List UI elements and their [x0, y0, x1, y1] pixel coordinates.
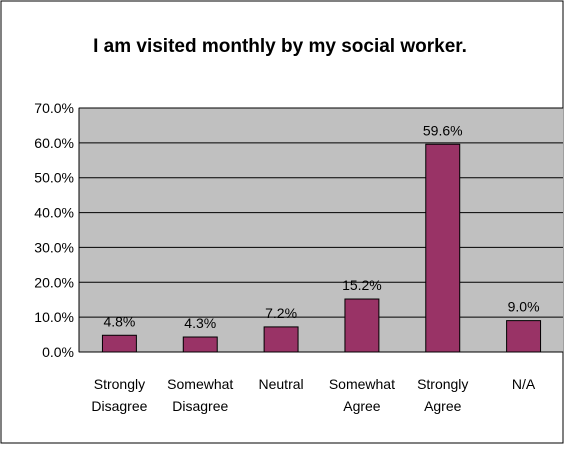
data-label: 7.2%: [265, 305, 297, 321]
bar: [425, 143, 461, 353]
y-axis-ticks: 0.0% 10.0% 20.0% 30.0% 40.0% 50.0% 60.0% 70.0%: [34, 100, 74, 360]
gridlines: [78, 107, 563, 353]
x-category-label: Somewhat Agree: [329, 376, 395, 414]
x-axis-labels: Strongly Disagree Somewhat Disagree Neutral S…: [91, 376, 536, 414]
bar: [263, 326, 299, 353]
y-tick-label: 60.0%: [34, 135, 74, 151]
data-label: 15.2%: [342, 277, 382, 293]
bars: [101, 143, 542, 353]
chart-title: I am visited monthly by my social worker…: [93, 36, 467, 57]
bar: [182, 336, 218, 353]
bar: [506, 320, 542, 353]
y-tick-label: 20.0%: [34, 274, 74, 290]
data-labels: 4.8% 4.3% 7.2% 15.2% 59.6% 9.0%: [103, 122, 539, 331]
data-label: 4.3%: [184, 315, 216, 331]
bar: [344, 298, 380, 353]
y-tick-label: 50.0%: [34, 170, 74, 186]
x-category-label: Somewhat Disagree: [167, 376, 233, 414]
x-category-label: Strongly Agree: [417, 376, 468, 414]
y-tick-label: 70.0%: [34, 100, 74, 116]
bar: [101, 334, 137, 353]
y-tick-label: 0.0%: [42, 344, 74, 360]
x-category-label: N/A: [512, 376, 536, 392]
y-tick-label: 30.0%: [34, 239, 74, 255]
plot-area: [78, 107, 564, 353]
y-tick-label: 10.0%: [34, 309, 74, 325]
x-category-label: Neutral: [259, 376, 304, 392]
data-label: 4.8%: [103, 313, 135, 329]
y-tick-label: 40.0%: [34, 205, 74, 221]
data-label: 59.6%: [423, 122, 463, 138]
data-label: 9.0%: [508, 299, 540, 315]
x-category-label: Strongly Disagree: [91, 376, 147, 414]
